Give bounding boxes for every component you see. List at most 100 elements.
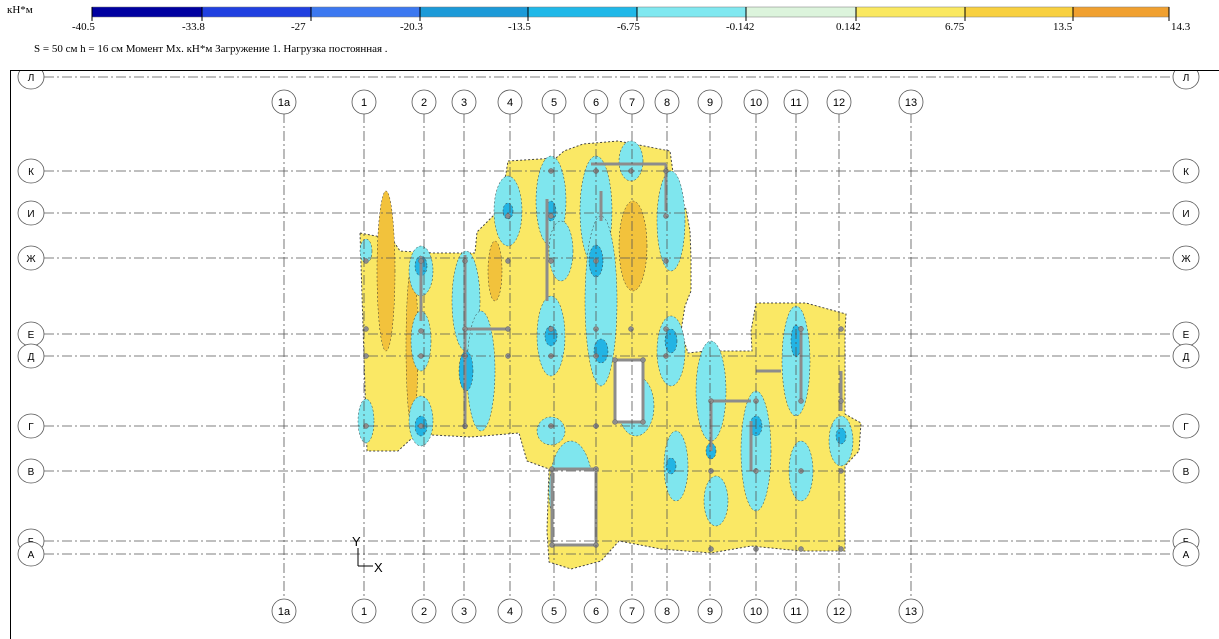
row-axis-label: Г — [1183, 422, 1189, 433]
row-axis-marker[interactable] — [1172, 200, 1200, 226]
row-axis-marker[interactable] — [17, 458, 45, 484]
column-axis-label: 9 — [707, 606, 713, 618]
coord-y-label: Y — [352, 534, 361, 549]
row-axis-marker[interactable] — [1172, 158, 1200, 184]
column-axis-marker[interactable] — [697, 598, 723, 624]
legend-swatch — [92, 7, 202, 17]
row-axis-marker[interactable] — [17, 71, 45, 90]
column-axis-marker[interactable] — [654, 598, 680, 624]
column-axis-label: 13 — [905, 97, 917, 109]
row-axis-marker[interactable] — [1172, 413, 1200, 439]
column-axis-marker[interactable] — [783, 598, 809, 624]
column-axis-label: 2 — [421, 606, 427, 618]
legend-swatch — [420, 7, 528, 17]
column-axis-marker[interactable] — [743, 598, 769, 624]
column-axis-marker[interactable] — [541, 89, 567, 115]
column-axis-label: 8 — [664, 97, 670, 109]
legend-swatch — [1073, 7, 1169, 17]
column-axis-marker[interactable] — [898, 89, 924, 115]
row-axis-marker[interactable] — [17, 158, 45, 184]
row-axis-marker[interactable] — [17, 413, 45, 439]
row-axis-label: В — [28, 467, 35, 478]
row-axis-label: А — [1183, 550, 1190, 561]
legend-swatch — [746, 7, 856, 17]
column-axis-marker[interactable] — [351, 89, 377, 115]
column-axis-label: 1 — [361, 606, 367, 618]
wall-elements — [363, 162, 844, 552]
row-axis-label: Д — [28, 352, 35, 363]
column-axis-label: 6 — [593, 606, 599, 618]
row-axis-label: Е — [28, 330, 35, 341]
row-axis-marker[interactable] — [1172, 71, 1200, 90]
column-axis-marker[interactable] — [826, 89, 852, 115]
column-axis-marker[interactable] — [619, 598, 645, 624]
column-axis-marker[interactable] — [451, 89, 477, 115]
legend-tick-label: -13.5 — [508, 21, 531, 33]
legend-tick-label: -33.8 — [182, 21, 205, 33]
legend-tick-label: 6.75 — [945, 21, 965, 33]
legend-swatch — [856, 7, 965, 17]
row-axis-label: К — [1183, 167, 1189, 178]
row-axis-marker[interactable] — [1172, 458, 1200, 484]
column-axis-marker[interactable] — [411, 89, 437, 115]
column-axis-label: 5 — [551, 606, 557, 618]
row-axis-marker[interactable] — [17, 245, 45, 271]
row-axis-label: И — [1182, 209, 1189, 220]
column-axis-marker[interactable] — [826, 598, 852, 624]
legend-tick-label: 14.3 — [1171, 21, 1191, 33]
column-axis-marker[interactable] — [271, 89, 297, 115]
legend-scale: -40.5 -33.8 -27 -20.3 -13.5 -6.75 -0.142 0.142 6… — [72, 6, 1191, 33]
legend-swatch — [528, 7, 637, 17]
plan-view[interactable]: 1а 1а 1 1 2 2 3 3 4 4 5 5 6 6 7 7 8 8 9 9 10 10 11 11 12 12 13 13 Л Л… — [10, 70, 1219, 639]
row-axis-marker[interactable] — [17, 541, 45, 567]
column-axis-marker[interactable] — [743, 89, 769, 115]
column-axis-marker[interactable] — [451, 598, 477, 624]
legend-swatch — [202, 7, 311, 17]
row-axis-marker[interactable] — [17, 343, 45, 369]
color-legend: кН*м -40.5 -33.8 -27 -20.3 -13.5 -6.75 -0.142 0… — [0, 0, 1219, 70]
column-axis-label: 2 — [421, 97, 427, 109]
column-axis-marker[interactable] — [271, 598, 297, 624]
legend-tick-label: 0.142 — [836, 21, 861, 33]
row-axis-marker[interactable] — [1172, 245, 1200, 271]
column-axis-marker[interactable] — [654, 89, 680, 115]
column-axis-marker[interactable] — [351, 598, 377, 624]
row-axis-label: И — [27, 209, 34, 220]
column-axis-marker[interactable] — [411, 598, 437, 624]
column-axis-marker[interactable] — [583, 598, 609, 624]
column-axis-marker[interactable] — [541, 598, 567, 624]
coord-x-label: X — [374, 560, 383, 575]
legend-tick-label: 13.5 — [1053, 21, 1073, 33]
column-axis-marker[interactable] — [497, 598, 523, 624]
legend-swatch — [637, 7, 746, 17]
row-axis-label: Ж — [1181, 254, 1191, 265]
column-axis-marker[interactable] — [583, 89, 609, 115]
legend-tick-label: -27 — [291, 21, 306, 33]
row-axis-marker[interactable] — [17, 200, 45, 226]
column-axis-label: 11 — [790, 606, 801, 618]
row-axis-label: А — [28, 550, 35, 561]
column-axis-marker[interactable] — [497, 89, 523, 115]
column-axis-marker[interactable] — [697, 89, 723, 115]
column-axis-marker[interactable] — [783, 89, 809, 115]
column-axis-label: 6 — [593, 97, 599, 109]
column-axis-label: 12 — [833, 606, 845, 618]
row-axis-marker[interactable] — [1172, 541, 1200, 567]
column-axis-label: 4 — [507, 97, 513, 109]
legend-tick-label: -0.142 — [726, 21, 754, 33]
column-axis-marker[interactable] — [898, 598, 924, 624]
row-axis-marker[interactable] — [1172, 343, 1200, 369]
column-axis-label: 1 — [361, 97, 367, 109]
column-axis-label: 10 — [750, 97, 762, 109]
axis-grid — [44, 76, 1174, 596]
column-axis-marker[interactable] — [619, 89, 645, 115]
legend-tick-label: -20.3 — [400, 21, 423, 33]
coord-system-icon: Y X — [352, 534, 383, 575]
legend-swatch — [311, 7, 420, 17]
column-axis-label: 9 — [707, 97, 713, 109]
column-axis-label: 7 — [629, 97, 635, 109]
row-axis-label: Д — [1183, 352, 1190, 363]
row-axis-label: Л — [1183, 73, 1190, 84]
